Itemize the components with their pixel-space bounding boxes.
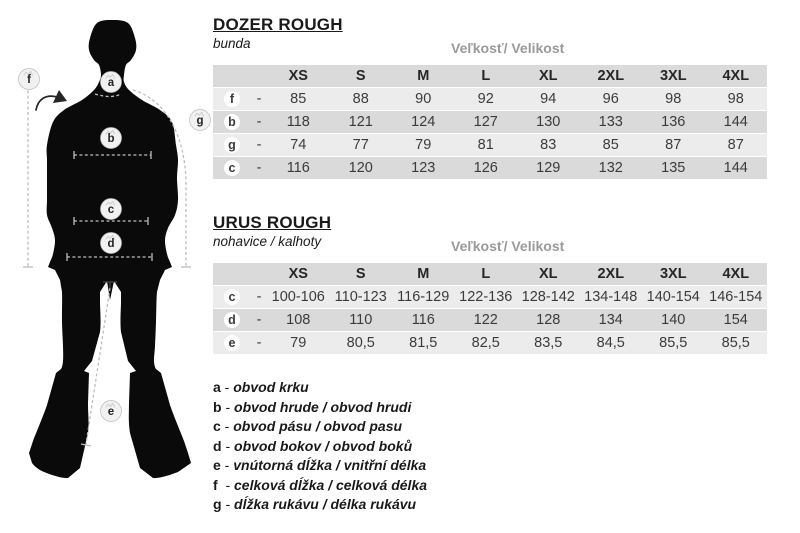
svg-text:e: e (108, 406, 114, 418)
svg-text:c: c (108, 204, 115, 216)
svg-text:g: g (196, 115, 203, 127)
svg-text:f: f (27, 74, 31, 86)
svg-text:d: d (107, 238, 114, 250)
svg-text:a: a (108, 77, 115, 89)
svg-text:b: b (107, 133, 114, 145)
